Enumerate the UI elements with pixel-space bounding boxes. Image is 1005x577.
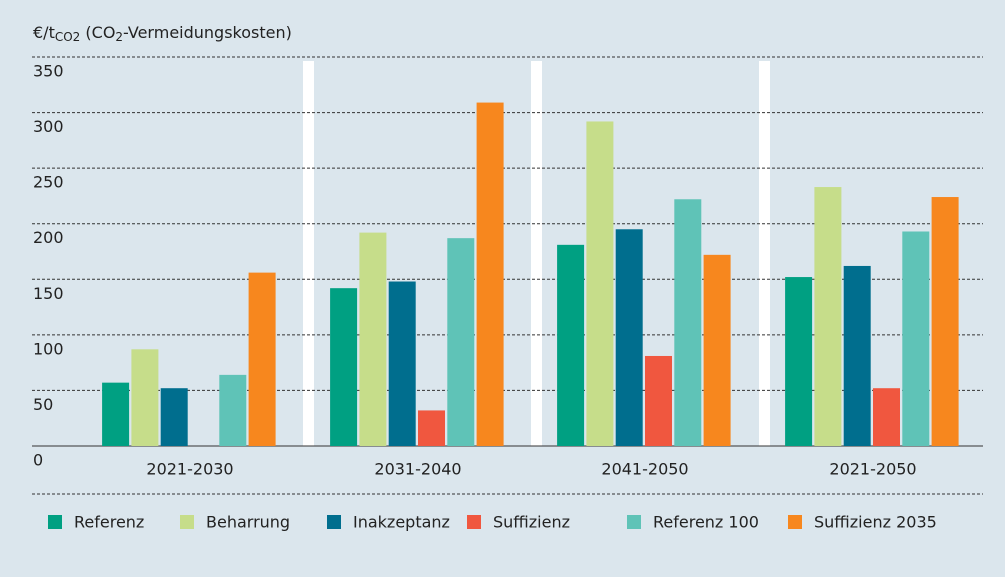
y-tick-label: 0 — [33, 451, 43, 470]
bar — [388, 281, 416, 446]
legend-swatch — [327, 515, 341, 529]
bar — [557, 244, 585, 446]
axis-title: €/tCO2 (CO2-Vermeidungskosten) — [33, 23, 292, 44]
bar — [418, 410, 445, 446]
axis-title-part: €/t — [33, 23, 55, 42]
legend-label: Referenz 100 — [653, 513, 759, 532]
axis-title-part: CO2 — [55, 30, 80, 44]
group-separator — [759, 61, 770, 446]
axis-title-part: 2 — [115, 30, 123, 44]
axis-title-part: -Vermeidungskosten) — [123, 23, 292, 42]
bar — [814, 187, 842, 446]
legend-swatch — [48, 515, 62, 529]
legend-label: Suffizienz — [493, 513, 570, 532]
bar — [219, 374, 247, 446]
bar — [102, 382, 130, 446]
bar — [843, 265, 871, 446]
bar — [476, 102, 504, 446]
bar — [785, 277, 813, 446]
axis-title-part: (CO — [80, 23, 115, 42]
y-tick-label: 50 — [33, 395, 53, 414]
x-tick-label: 2041-2050 — [601, 460, 688, 479]
x-tick-label: 2031-2040 — [374, 460, 461, 479]
y-tick-label: 200 — [33, 228, 64, 247]
legend-label: Inakzeptanz — [353, 513, 450, 532]
legend-label: Referenz — [74, 513, 144, 532]
y-tick-label: 150 — [33, 284, 64, 303]
bar — [131, 349, 159, 446]
legend-swatch — [627, 515, 641, 529]
bar — [447, 238, 475, 446]
legend-label: Beharrung — [206, 513, 290, 532]
y-tick-label: 350 — [33, 62, 64, 81]
bar — [160, 388, 188, 446]
bar — [703, 254, 731, 446]
y-tick-label: 100 — [33, 339, 64, 358]
bar — [359, 232, 387, 446]
x-tick-label: 2021-2030 — [146, 460, 233, 479]
bar — [931, 197, 959, 446]
group-separator — [531, 61, 542, 446]
legend-label: Suffizienz 2035 — [814, 513, 937, 532]
group-separator — [303, 61, 314, 446]
bar — [674, 199, 702, 446]
x-tick-label: 2021-2050 — [829, 460, 916, 479]
bar — [645, 355, 672, 446]
legend-swatch — [467, 515, 481, 529]
bar — [248, 272, 276, 446]
bar — [586, 121, 614, 446]
y-tick-label: 250 — [33, 173, 64, 192]
y-tick-label: 300 — [33, 117, 64, 136]
legend-swatch — [180, 515, 194, 529]
bar — [873, 388, 900, 446]
bar — [902, 231, 930, 446]
bar — [615, 229, 643, 446]
bar — [330, 288, 358, 446]
legend-swatch — [788, 515, 802, 529]
